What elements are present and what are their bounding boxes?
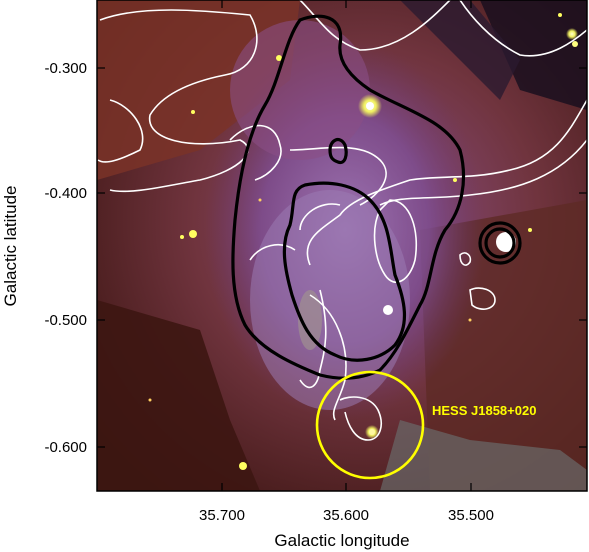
x-tick-label: 35.500	[448, 507, 494, 524]
hess-source-label: HESS J1858+020	[432, 403, 536, 418]
x-axis-title: Galactic longitude	[274, 531, 409, 550]
x-tick-label: 35.700	[199, 507, 245, 524]
x-axis-ticks	[221, 0, 472, 491]
y-axis-title: Galactic latitude	[1, 186, 20, 307]
white-contours	[97, 0, 587, 441]
black-contours	[231, 14, 522, 380]
y-axis-ticks	[97, 67, 587, 448]
y-tick-label: -0.500	[44, 312, 87, 329]
y-tick-label: -0.300	[44, 60, 87, 77]
sky-image	[97, 0, 587, 491]
y-tick-label: -0.600	[44, 439, 87, 456]
y-tick-label: -0.400	[44, 185, 87, 202]
x-tick-label: 35.600	[323, 507, 369, 524]
hess-source-circle	[315, 370, 425, 480]
plot-frame	[96, 0, 588, 492]
